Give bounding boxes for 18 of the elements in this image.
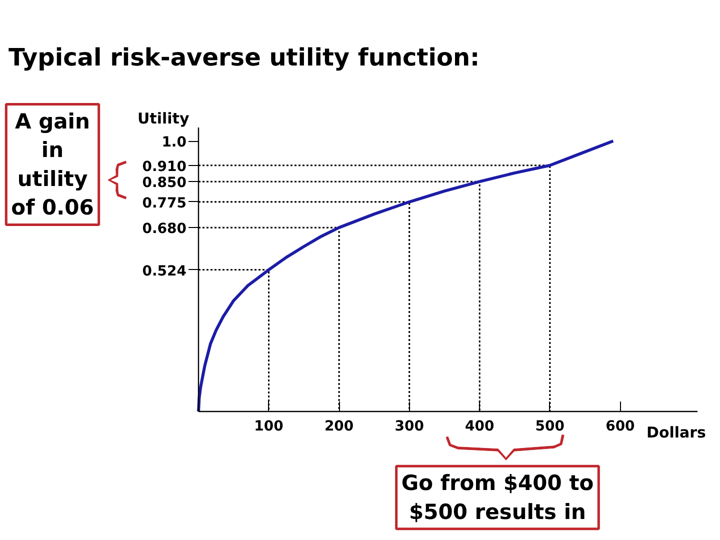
line-series: [197, 140, 615, 413]
x-tick-label: 200: [324, 418, 354, 434]
x-tick-label: 100: [254, 418, 284, 434]
x-axis-title: Dollars: [646, 424, 706, 442]
y-tick-label: 0.910: [142, 158, 187, 175]
x-tick-label: 600: [606, 418, 636, 434]
chart-title: Typical risk-averse utility function:: [8, 44, 480, 72]
text: Go from $400 to $500 results in: [401, 471, 594, 524]
x-tick-label: 500: [535, 418, 565, 434]
text: A gain in utility of 0.06: [11, 109, 94, 220]
y-tick-label: 0.524: [142, 263, 187, 280]
y-tick-label: 0.775: [142, 195, 187, 212]
y-axis-title: Utility: [138, 110, 190, 128]
y-tick-label: 0.850: [142, 175, 187, 192]
x-tick-label: 300: [394, 418, 424, 434]
y-tick-label: 0.680: [142, 221, 187, 238]
x-tick-label: 400: [465, 418, 494, 434]
y-tick-label: 1.0: [162, 134, 187, 151]
